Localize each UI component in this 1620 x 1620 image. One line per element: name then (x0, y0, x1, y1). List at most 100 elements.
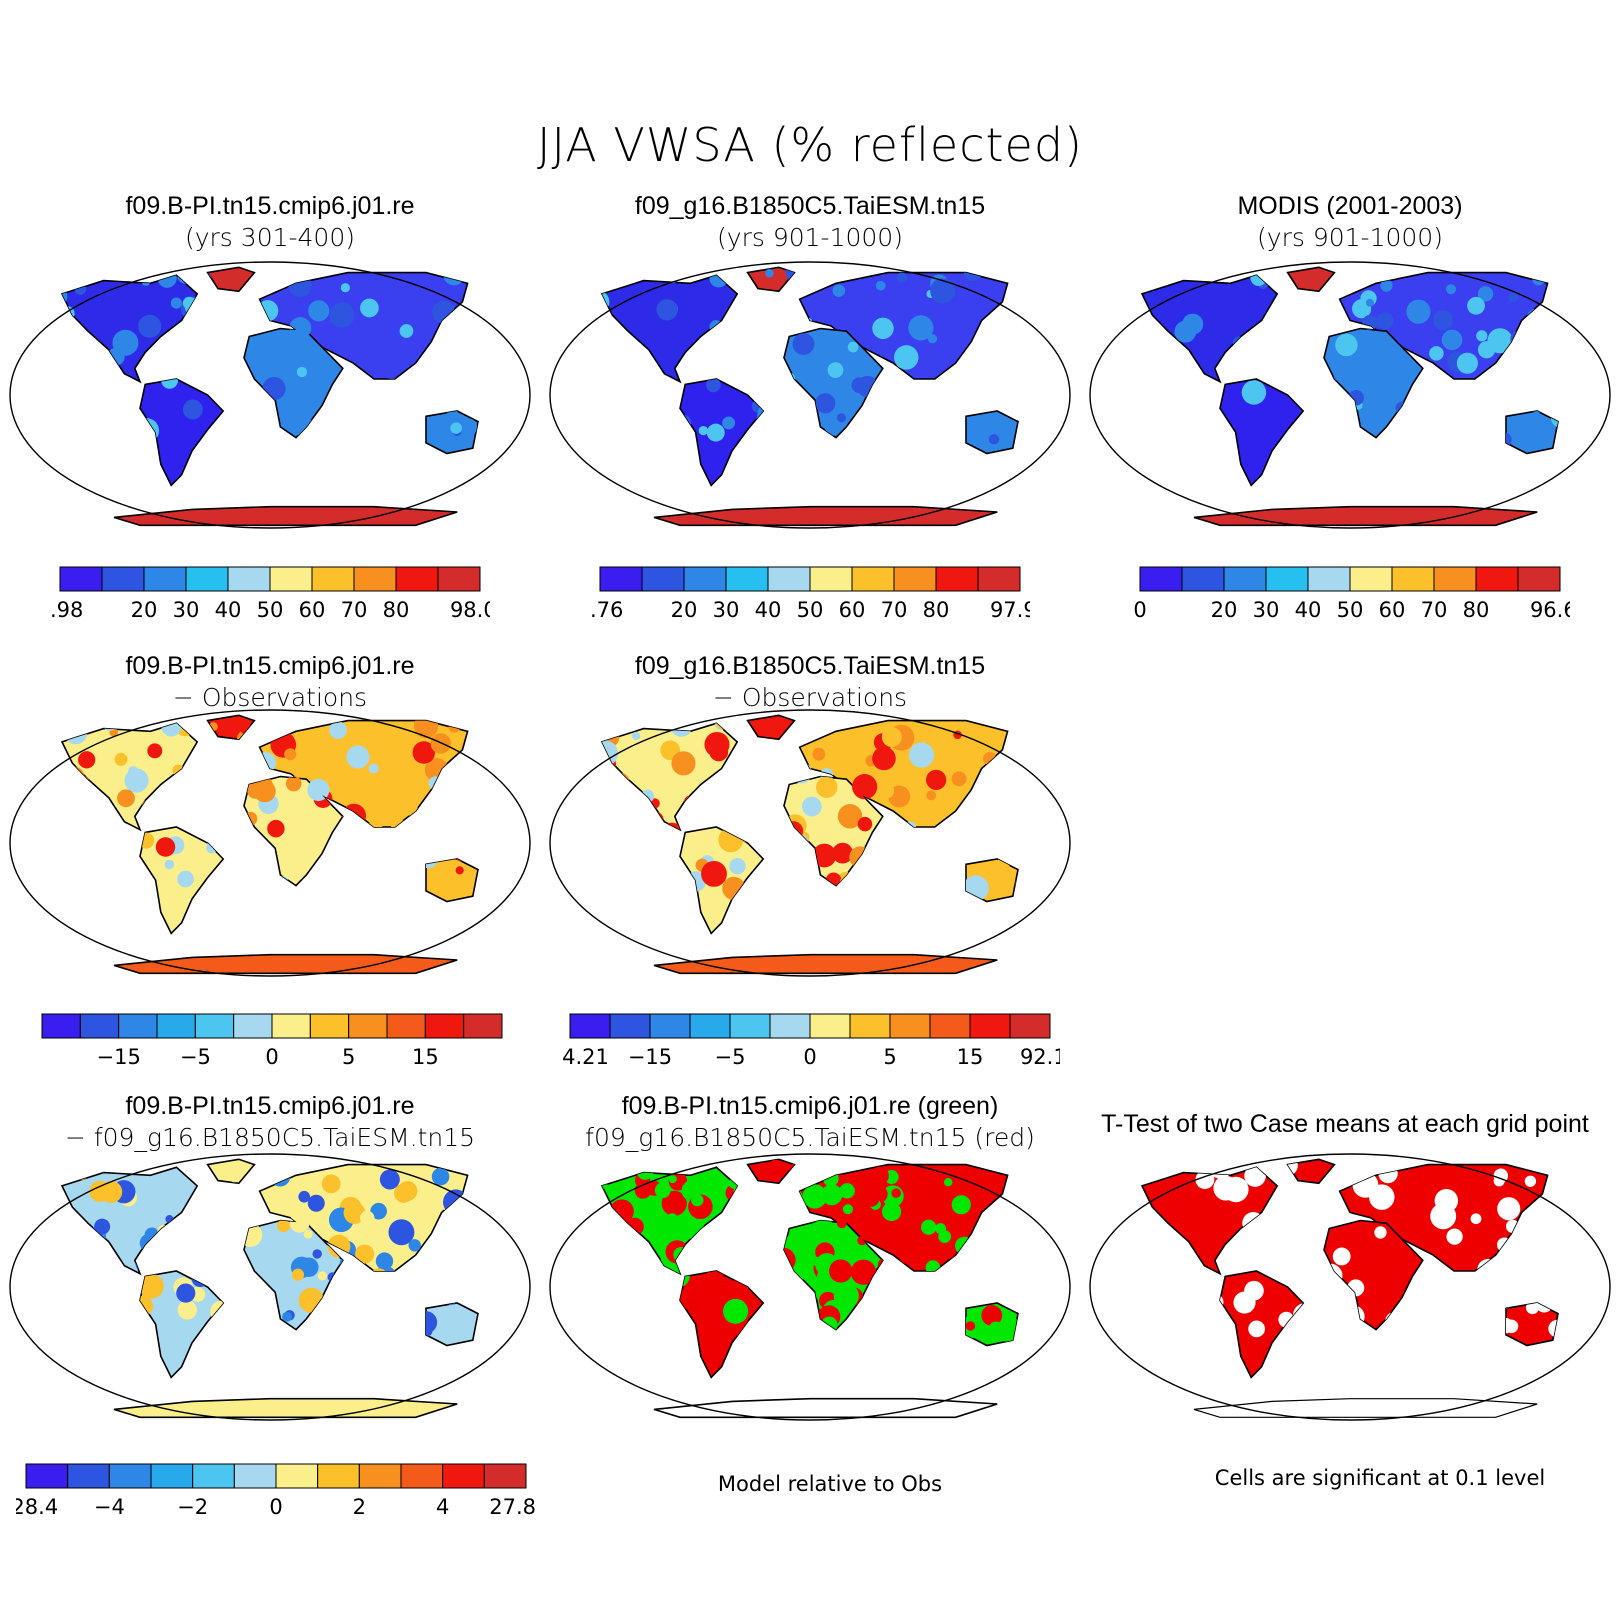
colorbar-swatch (271, 1013, 311, 1039)
colorbar-swatch (1433, 566, 1477, 592)
continent-greenland (206, 266, 256, 293)
continent-australia (965, 410, 1019, 455)
panel-title-8-line1: T-Test of two Case means at each grid po… (1101, 1110, 1589, 1138)
colorbar-tick-label: 30 (1253, 598, 1280, 622)
colorbar-tick-label: 20 (131, 598, 158, 622)
colorbar-swatch (1349, 566, 1393, 592)
colorbar-tick-label: 70 (341, 598, 368, 622)
map-panel-2 (549, 261, 1071, 529)
colorbar-swatch (649, 1013, 691, 1039)
panel-title-6-line2: − f09_g16.B1850C5.TaiESM.tn15 (64, 1123, 476, 1152)
land-layer (1140, 1158, 1559, 1418)
map-frame (9, 1153, 531, 1421)
map-frame (549, 261, 1071, 529)
colorbar-tick-label: 2.76 (590, 598, 623, 622)
colorbar-swatch (275, 1463, 319, 1489)
map-panel-5 (549, 709, 1071, 977)
colorbar-swatch (442, 1463, 485, 1489)
colorbar-tick-label: 5 (883, 1045, 896, 1069)
colorbar-swatch (769, 1013, 811, 1039)
map-panel-7 (549, 1153, 1071, 1421)
colorbar-swatch (233, 1013, 273, 1039)
colorbar-tick-label: −2 (177, 1495, 208, 1519)
colorbar-swatch (935, 566, 979, 592)
colorbar-tick-label: 15 (412, 1045, 439, 1069)
panel-title-3-line1: MODIS (2001-2003) (1237, 192, 1463, 220)
colorbar-swatch (348, 1013, 388, 1039)
continent-samerica (1219, 378, 1305, 487)
panel-title-7-line2: f09_g16.B1850C5.TaiESM.tn15 (red) (585, 1123, 1035, 1152)
colorbar-tick-label: 40 (755, 598, 782, 622)
continent-greenland (746, 714, 796, 741)
colorbar-tick-label: 60 (299, 598, 326, 622)
colorbar-tick-label: 0 (269, 1495, 282, 1519)
panel-title-3: MODIS (2001-2003) (yrs 901-1000) (1070, 190, 1620, 254)
colorbar-swatch (424, 1013, 465, 1039)
colorbar-tick-label: −15 (628, 1045, 672, 1069)
panel-title-1: f09.B-PI.tn15.cmip6.j01.re (yrs 301-400) (0, 190, 550, 254)
colorbar-tick-label: −5 (180, 1045, 211, 1069)
colorbar-swatch (1475, 566, 1519, 592)
colorbar-swatch (118, 1013, 158, 1039)
colorbar-tick-label: −24.21 (560, 1045, 609, 1069)
continent-africa (1323, 1219, 1424, 1331)
colorbar-swatch (150, 1463, 194, 1489)
continent-antarctica (1193, 505, 1538, 527)
panel-title-7: f09.B-PI.tn15.cmip6.j01.re (green) f09_g… (530, 1090, 1090, 1154)
panel-title-1-line2: (yrs 301-400) (184, 223, 355, 252)
continent-antarctica (113, 953, 458, 975)
colorbar-swatch (395, 566, 439, 592)
continent-antarctica (653, 1397, 998, 1419)
figure-title: JJA VWSA (% reflected) (536, 118, 1084, 172)
map-frame (1089, 1153, 1611, 1421)
colorbar-tick-label: 0 (803, 1045, 816, 1069)
map-frame (1089, 261, 1611, 529)
colorbar-swatch (809, 566, 853, 592)
panel-title-2-line1: f09_g16.B1850C5.TaiESM.tn15 (634, 192, 986, 220)
colorbar-swatch (893, 566, 937, 592)
colorbar-swatch (1009, 1013, 1051, 1039)
colorbar-swatch (1265, 566, 1309, 592)
colorbar-tick-label: 50 (257, 598, 284, 622)
colorbar-tick-label: −5 (715, 1045, 746, 1069)
colorbar-tick-label: 60 (1379, 598, 1406, 622)
colorbar-swatch (108, 1463, 152, 1489)
continent-antarctica (113, 505, 458, 527)
colorbar-5: −24.21 −15 −5 0 5 15 92.19 (560, 1013, 1060, 1069)
map-frame (549, 1153, 1071, 1421)
map-panel-1 (9, 261, 531, 529)
colorbar-swatch (400, 1463, 444, 1489)
colorbar-tick-label: 60 (839, 598, 866, 622)
colorbar-tick-label: 98.01 (450, 598, 490, 622)
caption-significance: Cells are significant at 0.1 level (1214, 1466, 1546, 1490)
colorbar-tick-label: 50 (797, 598, 824, 622)
colorbar-tick-label: 27.895 (489, 1495, 536, 1519)
colorbar-swatch (969, 1013, 1011, 1039)
continent-australia (1505, 410, 1559, 455)
continent-antarctica (113, 1397, 458, 1419)
colorbar-tick-label: 70 (881, 598, 908, 622)
colorbar-swatch (41, 1013, 81, 1039)
panel-title-4-line2: − Observations (172, 683, 368, 712)
colorbar-4: −15 −5 0 5 15 (41, 1013, 503, 1069)
colorbar-swatch (929, 1013, 971, 1039)
colorbar-tick-label: 20 (1211, 598, 1238, 622)
panel-title-2: f09_g16.B1850C5.TaiESM.tn15 (yrs 901-100… (530, 190, 1090, 254)
map-panel-8 (1089, 1153, 1611, 1421)
map-frame (9, 261, 531, 529)
colorbar-tick-label: −15 (97, 1045, 141, 1069)
colorbar-swatch (483, 1463, 527, 1489)
colorbar-tick-label: −28.4 (16, 1495, 58, 1519)
colorbar-swatch (192, 1463, 235, 1489)
colorbar-swatch (156, 1013, 196, 1039)
colorbar-tick-label: 0 (1133, 598, 1146, 622)
colorbar-swatch (767, 566, 811, 592)
panel-title-5-line1: f09_g16.B1850C5.TaiESM.tn15 (634, 652, 986, 680)
panel-title-4: f09.B-PI.tn15.cmip6.j01.re − Observation… (0, 650, 550, 714)
colorbar-tick-label: 30 (713, 598, 740, 622)
colorbar-swatch (463, 1013, 503, 1039)
colorbar-swatch (353, 566, 397, 592)
colorbar-swatch (101, 566, 145, 592)
colorbar-tick-label: 70 (1421, 598, 1448, 622)
continent-greenland (746, 266, 796, 293)
